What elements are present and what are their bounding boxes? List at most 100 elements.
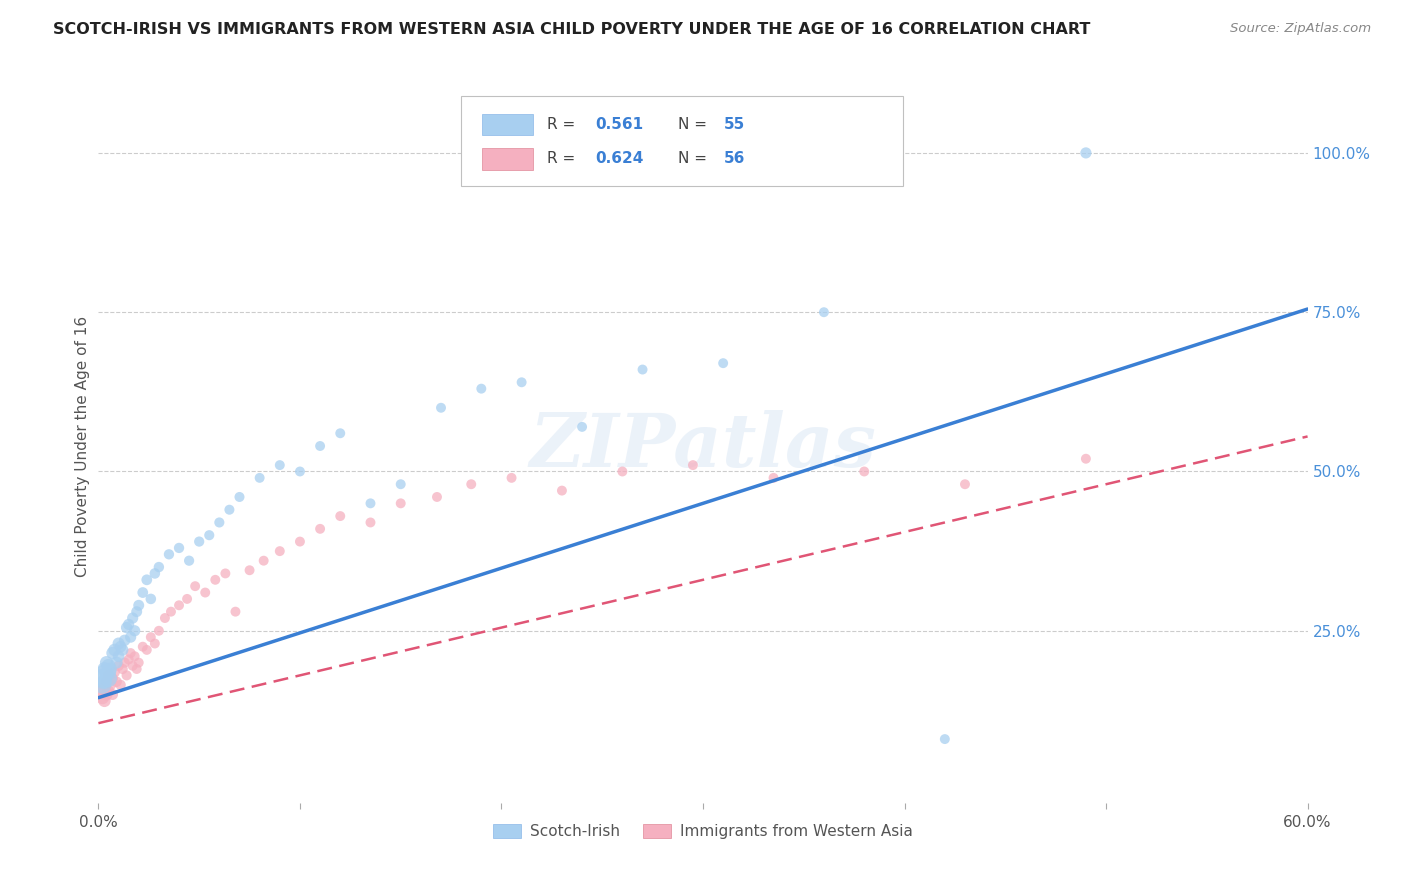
Point xyxy=(329,509,352,524)
Point xyxy=(115,621,138,635)
Point xyxy=(103,643,125,657)
Point xyxy=(253,554,276,568)
Point xyxy=(157,547,180,561)
Text: R =: R = xyxy=(547,117,581,132)
Point xyxy=(179,554,201,568)
Point xyxy=(105,656,128,670)
Point xyxy=(114,633,136,648)
Point xyxy=(167,541,190,555)
Point xyxy=(194,585,217,599)
Point xyxy=(107,636,129,650)
Point xyxy=(148,624,170,638)
Point xyxy=(762,471,785,485)
Point xyxy=(228,490,250,504)
Point xyxy=(124,649,146,664)
Point xyxy=(118,617,141,632)
Point xyxy=(460,477,482,491)
Point xyxy=(125,605,148,619)
Point xyxy=(204,573,226,587)
Point xyxy=(135,573,157,587)
Point xyxy=(93,694,115,708)
Point xyxy=(124,624,146,638)
Point xyxy=(430,401,453,415)
Point xyxy=(612,465,634,479)
Point xyxy=(91,690,114,705)
Point xyxy=(853,465,876,479)
Point xyxy=(96,674,118,689)
Point xyxy=(91,678,114,692)
Y-axis label: Child Poverty Under the Age of 16: Child Poverty Under the Age of 16 xyxy=(75,316,90,576)
Point xyxy=(100,662,122,676)
Point xyxy=(329,426,352,441)
Text: 56: 56 xyxy=(724,152,745,167)
Point xyxy=(153,611,176,625)
Point xyxy=(360,516,382,530)
Point xyxy=(91,672,114,686)
Point xyxy=(97,668,120,682)
Point xyxy=(934,732,956,747)
Point xyxy=(120,646,142,660)
Point xyxy=(101,672,124,686)
Point xyxy=(128,599,150,613)
Point xyxy=(249,471,271,485)
Point xyxy=(132,585,155,599)
Point xyxy=(148,560,170,574)
Point xyxy=(103,665,125,680)
Point xyxy=(93,665,115,680)
Text: R =: R = xyxy=(547,152,581,167)
Point xyxy=(360,496,382,510)
Point xyxy=(97,658,120,673)
Point xyxy=(97,672,120,686)
Point xyxy=(551,483,574,498)
Point xyxy=(105,674,128,689)
Point xyxy=(389,477,412,491)
Text: SCOTCH-IRISH VS IMMIGRANTS FROM WESTERN ASIA CHILD POVERTY UNDER THE AGE OF 16 C: SCOTCH-IRISH VS IMMIGRANTS FROM WESTERN … xyxy=(53,22,1091,37)
Point xyxy=(135,643,157,657)
Point xyxy=(97,684,120,698)
Point xyxy=(121,658,143,673)
Point xyxy=(160,605,183,619)
Point xyxy=(111,643,134,657)
Point xyxy=(510,376,533,390)
Point xyxy=(309,439,332,453)
Point xyxy=(128,656,150,670)
Point xyxy=(143,566,166,581)
Point xyxy=(309,522,332,536)
Point xyxy=(107,658,129,673)
Point xyxy=(239,563,262,577)
Point xyxy=(288,534,311,549)
FancyBboxPatch shape xyxy=(482,114,533,136)
Point xyxy=(143,636,166,650)
Point xyxy=(813,305,835,319)
Point xyxy=(115,668,138,682)
Point xyxy=(389,496,412,510)
Text: 0.561: 0.561 xyxy=(595,117,644,132)
Point xyxy=(224,605,246,619)
Point xyxy=(111,662,134,676)
Point xyxy=(100,678,122,692)
Point xyxy=(176,591,198,606)
FancyBboxPatch shape xyxy=(461,96,903,186)
Point xyxy=(110,640,132,654)
Point xyxy=(96,656,118,670)
Point xyxy=(132,640,155,654)
Point xyxy=(118,652,141,666)
Point xyxy=(218,502,240,516)
Point xyxy=(1074,145,1097,160)
Point xyxy=(198,528,221,542)
Point xyxy=(501,471,523,485)
FancyBboxPatch shape xyxy=(482,148,533,169)
Point xyxy=(96,668,118,682)
Text: 55: 55 xyxy=(724,117,745,132)
Point xyxy=(682,458,704,472)
Point xyxy=(269,544,291,558)
Point xyxy=(125,662,148,676)
Point xyxy=(1074,451,1097,466)
Point xyxy=(93,674,115,689)
Legend: Scotch-Irish, Immigrants from Western Asia: Scotch-Irish, Immigrants from Western As… xyxy=(488,818,918,845)
Point xyxy=(97,665,120,680)
Point xyxy=(120,630,142,644)
Point xyxy=(571,420,593,434)
Text: N =: N = xyxy=(678,152,711,167)
Point xyxy=(167,599,190,613)
